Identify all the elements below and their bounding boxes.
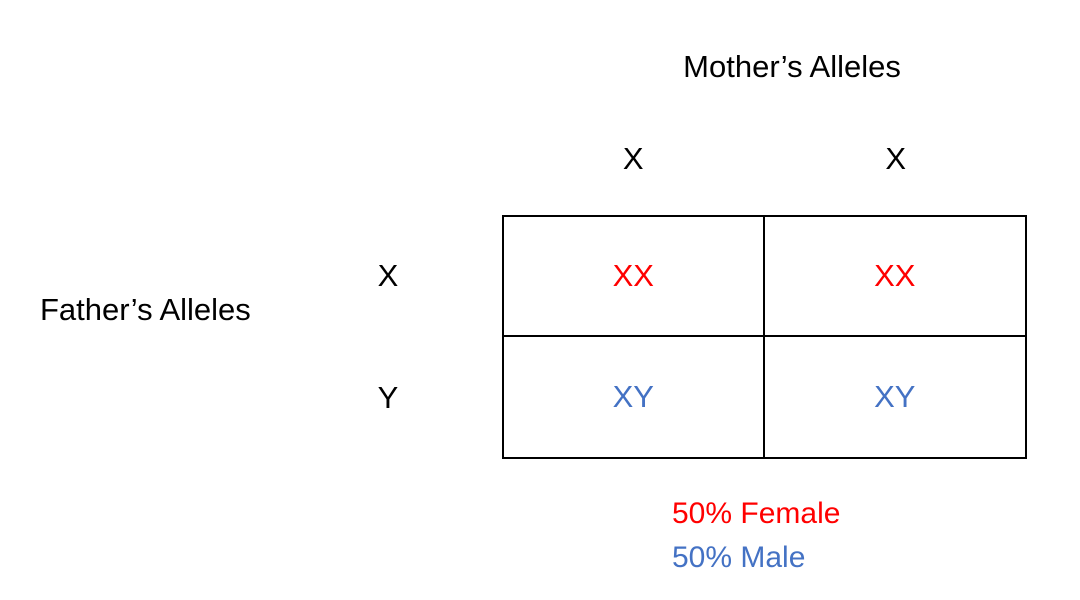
mother-alleles-label: Mother’s Alleles [683, 49, 901, 84]
punnett-cell-top-left: XX [504, 217, 765, 337]
legend-male: 50% Male [672, 541, 806, 574]
punnett-cell-bottom-left: XY [504, 337, 765, 457]
row-headers: X Y [358, 215, 418, 459]
column-header-x1: X [622, 141, 644, 176]
column-headers: X X [502, 142, 1027, 176]
column-header-x2: X [885, 141, 907, 176]
father-alleles-label: Father’s Alleles [40, 292, 251, 327]
row-header-x: X [377, 258, 399, 293]
punnett-cell-bottom-right: XY [874, 379, 916, 414]
legend-female: 50% Female [672, 497, 841, 530]
row-header-y: Y [377, 380, 399, 415]
punnett-cell-top-right: XX [764, 217, 1025, 337]
punnett-grid: XX XX XY XY [502, 215, 1027, 459]
legend: 50% Female 50% Male [672, 492, 840, 580]
